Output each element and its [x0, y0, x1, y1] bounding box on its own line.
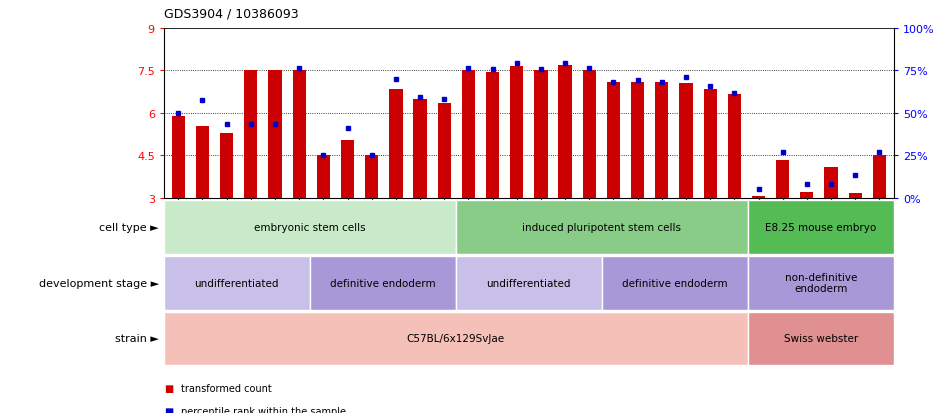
- Bar: [365, 156, 378, 198]
- Bar: [582, 71, 596, 198]
- Bar: [752, 197, 765, 198]
- Text: undifferentiated: undifferentiated: [195, 278, 279, 288]
- Bar: [341, 140, 354, 198]
- Bar: [825, 167, 838, 198]
- Bar: [727, 95, 741, 198]
- Bar: [704, 90, 717, 198]
- Bar: [510, 67, 523, 198]
- Text: ■: ■: [164, 406, 173, 413]
- Bar: [486, 73, 499, 198]
- Bar: [220, 133, 233, 198]
- Bar: [849, 194, 862, 198]
- Bar: [196, 126, 209, 198]
- Text: definitive endoderm: definitive endoderm: [330, 278, 435, 288]
- Bar: [776, 160, 789, 198]
- Text: induced pluripotent stem cells: induced pluripotent stem cells: [522, 222, 681, 232]
- Bar: [631, 83, 644, 198]
- Bar: [171, 116, 185, 198]
- Bar: [607, 83, 621, 198]
- Bar: [244, 71, 257, 198]
- Bar: [559, 66, 572, 198]
- Text: percentile rank within the sample: percentile rank within the sample: [181, 406, 345, 413]
- Bar: [438, 104, 451, 198]
- Bar: [389, 90, 402, 198]
- Text: C57BL/6x129SvJae: C57BL/6x129SvJae: [407, 334, 505, 344]
- Bar: [655, 83, 668, 198]
- Bar: [872, 156, 886, 198]
- Text: ■: ■: [164, 383, 173, 393]
- Text: embryonic stem cells: embryonic stem cells: [254, 222, 366, 232]
- Text: cell type ►: cell type ►: [99, 222, 159, 232]
- Bar: [800, 192, 813, 198]
- Text: strain ►: strain ►: [115, 334, 159, 344]
- Text: undifferentiated: undifferentiated: [487, 278, 571, 288]
- Text: transformed count: transformed count: [181, 383, 271, 393]
- Bar: [680, 84, 693, 198]
- Bar: [534, 71, 548, 198]
- Bar: [414, 100, 427, 198]
- Text: definitive endoderm: definitive endoderm: [622, 278, 727, 288]
- Text: Swiss webster: Swiss webster: [783, 334, 858, 344]
- Bar: [293, 71, 306, 198]
- Bar: [269, 71, 282, 198]
- Text: GDS3904 / 10386093: GDS3904 / 10386093: [164, 8, 299, 21]
- Text: E8.25 mouse embryo: E8.25 mouse embryo: [766, 222, 876, 232]
- Bar: [461, 71, 475, 198]
- Text: non-definitive
endoderm: non-definitive endoderm: [784, 272, 857, 294]
- Bar: [316, 156, 330, 198]
- Text: development stage ►: development stage ►: [39, 278, 159, 288]
